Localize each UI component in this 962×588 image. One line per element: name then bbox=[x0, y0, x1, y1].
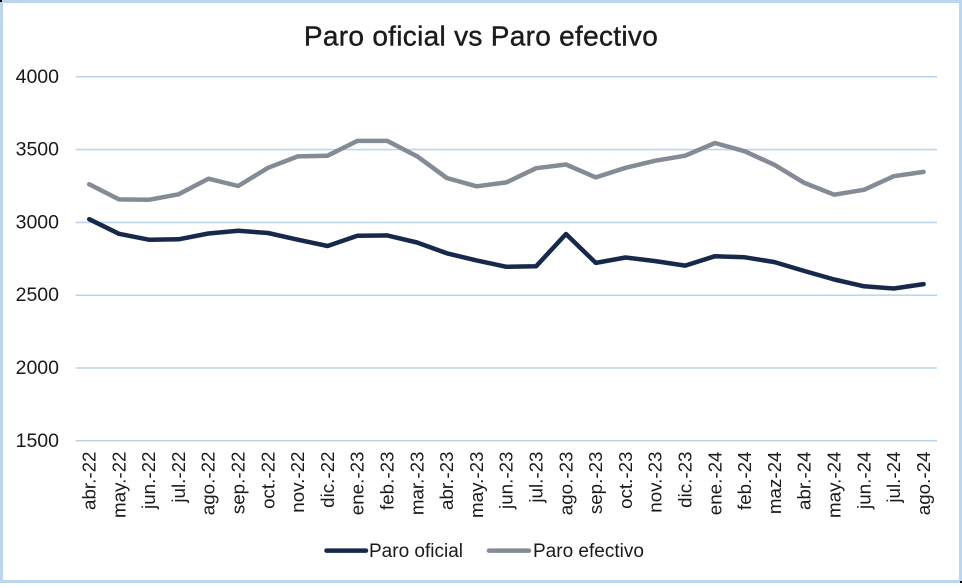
svg-text:nov.-23: nov.-23 bbox=[645, 452, 666, 513]
svg-text:oct.-22: oct.-22 bbox=[257, 452, 278, 509]
svg-text:ago.-24: ago.-24 bbox=[913, 452, 934, 516]
svg-text:dic.-23: dic.-23 bbox=[675, 452, 696, 508]
svg-text:abr.-22: abr.-22 bbox=[79, 452, 100, 510]
svg-text:may.-22: may.-22 bbox=[108, 452, 129, 518]
svg-text:Paro oficial vs Paro efectivo: Paro oficial vs Paro efectivo bbox=[304, 20, 658, 51]
svg-text:1500: 1500 bbox=[16, 430, 60, 452]
svg-text:ago.-22: ago.-22 bbox=[198, 452, 219, 516]
svg-text:3500: 3500 bbox=[16, 139, 60, 161]
svg-text:oct.-23: oct.-23 bbox=[615, 452, 636, 509]
svg-text:ene.-23: ene.-23 bbox=[347, 452, 368, 516]
svg-text:jun.-22: jun.-22 bbox=[138, 452, 159, 510]
svg-text:2000: 2000 bbox=[16, 357, 60, 379]
svg-text:abr.-23: abr.-23 bbox=[436, 452, 457, 510]
svg-text:ene.-24: ene.-24 bbox=[704, 452, 725, 516]
svg-text:abr.-24: abr.-24 bbox=[794, 452, 815, 510]
svg-text:3000: 3000 bbox=[16, 211, 60, 233]
svg-text:dic.-22: dic.-22 bbox=[317, 452, 338, 508]
svg-text:Paro oficial: Paro oficial bbox=[369, 541, 463, 562]
svg-text:jul.-24: jul.-24 bbox=[883, 452, 904, 504]
svg-text:nov.-22: nov.-22 bbox=[287, 452, 308, 513]
svg-text:jul.-23: jul.-23 bbox=[526, 452, 547, 504]
svg-text:4000: 4000 bbox=[16, 66, 60, 88]
svg-text:may.-24: may.-24 bbox=[824, 452, 845, 518]
svg-text:sep.-23: sep.-23 bbox=[585, 452, 606, 515]
svg-text:ago.-23: ago.-23 bbox=[555, 452, 576, 516]
svg-text:may.-23: may.-23 bbox=[466, 452, 487, 518]
svg-text:jun.-23: jun.-23 bbox=[496, 452, 517, 510]
svg-text:sep.-22: sep.-22 bbox=[228, 452, 249, 515]
svg-text:maz-24: maz-24 bbox=[764, 452, 785, 515]
svg-text:jun.-24: jun.-24 bbox=[853, 452, 874, 510]
svg-text:jul.-22: jul.-22 bbox=[168, 452, 189, 504]
svg-text:mar.-23: mar.-23 bbox=[406, 452, 427, 516]
svg-text:feb.-23: feb.-23 bbox=[377, 452, 398, 510]
svg-text:2500: 2500 bbox=[16, 284, 60, 306]
svg-text:Paro efectivo: Paro efectivo bbox=[533, 541, 644, 562]
svg-text:feb.-24: feb.-24 bbox=[734, 452, 755, 510]
